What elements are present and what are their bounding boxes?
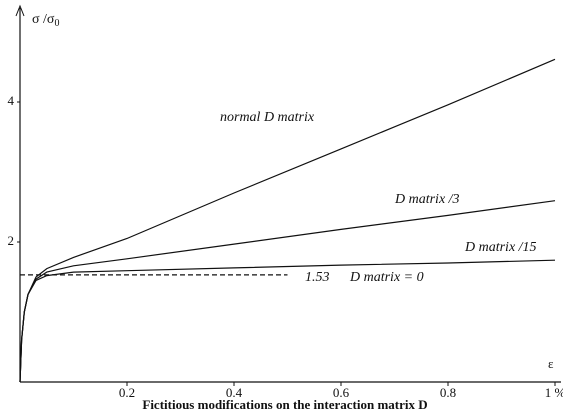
series-label: D matrix /15: [464, 240, 537, 255]
series-label: D matrix = 0: [349, 270, 424, 285]
line: [19, 200, 556, 383]
y-tick-label: 2: [8, 233, 15, 248]
y-axis-label: σ /σ0: [32, 12, 59, 29]
x-tick-label: 0.4: [226, 385, 243, 400]
x-axis-label: ε: [548, 356, 554, 371]
y-tick-label: 4: [8, 93, 15, 108]
line: [19, 58, 556, 383]
x-tick-label: 0.2: [119, 385, 135, 400]
value-label: 1.53: [305, 270, 330, 285]
x-tick-label: 1 %: [545, 385, 563, 400]
series-label: normal D matrix: [220, 110, 315, 125]
line: [19, 259, 556, 383]
chart-title: Fictitious modifications on the interact…: [142, 397, 427, 412]
series-label: D matrix /3: [394, 192, 460, 207]
x-tick-label: 0.8: [440, 385, 456, 400]
y-arrow: [15, 4, 25, 17]
x-tick-label: 0.6: [333, 385, 350, 400]
